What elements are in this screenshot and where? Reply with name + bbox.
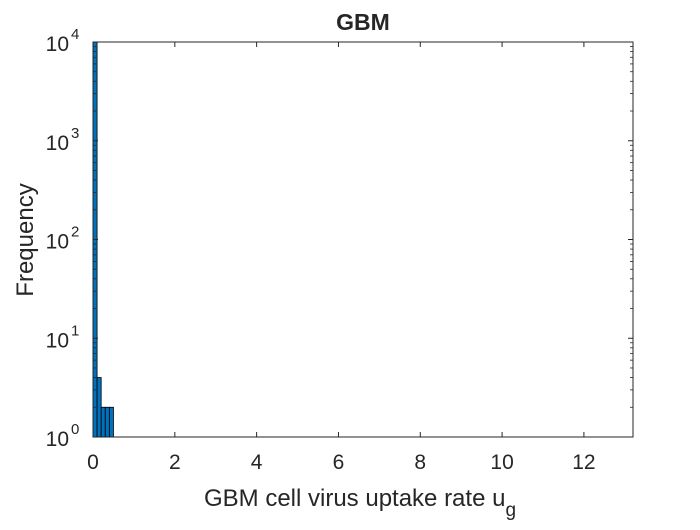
x-tick-label: 12 — [572, 451, 595, 474]
y-tick-label: 10 — [46, 428, 69, 451]
histogram-bar — [104, 406, 110, 438]
x-tick-labels: 0 2 4 6 8 10 12 — [87, 451, 595, 474]
y-tick-label: 10 — [46, 329, 69, 352]
x-tick-label: 4 — [251, 451, 263, 474]
y-tick-exponent: 1 — [71, 322, 79, 339]
y-tick-label: 10 — [46, 231, 69, 254]
x-axis-label-subscript: g — [505, 500, 516, 521]
chart-title: GBM — [336, 9, 390, 35]
x-axis-label-main: GBM cell virus uptake rate u — [204, 485, 505, 512]
histogram-bar — [96, 377, 102, 438]
histogram-bar — [100, 406, 106, 438]
x-tick-label: 8 — [414, 451, 426, 474]
x-tick-label: 6 — [333, 451, 345, 474]
x-tick-label: 0 — [87, 451, 99, 474]
y-tick-exponent: 0 — [71, 421, 79, 438]
plot-frame — [92, 41, 634, 438]
x-tick-label: 10 — [490, 451, 513, 474]
x-tick-label: 2 — [169, 451, 181, 474]
x-axis-label: GBM cell virus uptake rate ug — [204, 485, 516, 521]
y-axis-label: Frequency — [12, 183, 39, 296]
y-tick-label: 10 — [46, 132, 69, 155]
y-tick-exponent: 4 — [71, 26, 79, 43]
histogram-bar — [108, 406, 114, 438]
y-tick-label: 10 — [46, 33, 69, 56]
y-tick-exponent: 3 — [71, 125, 79, 142]
axes-layer — [92, 41, 634, 438]
y-tick-exponent: 2 — [71, 224, 79, 241]
